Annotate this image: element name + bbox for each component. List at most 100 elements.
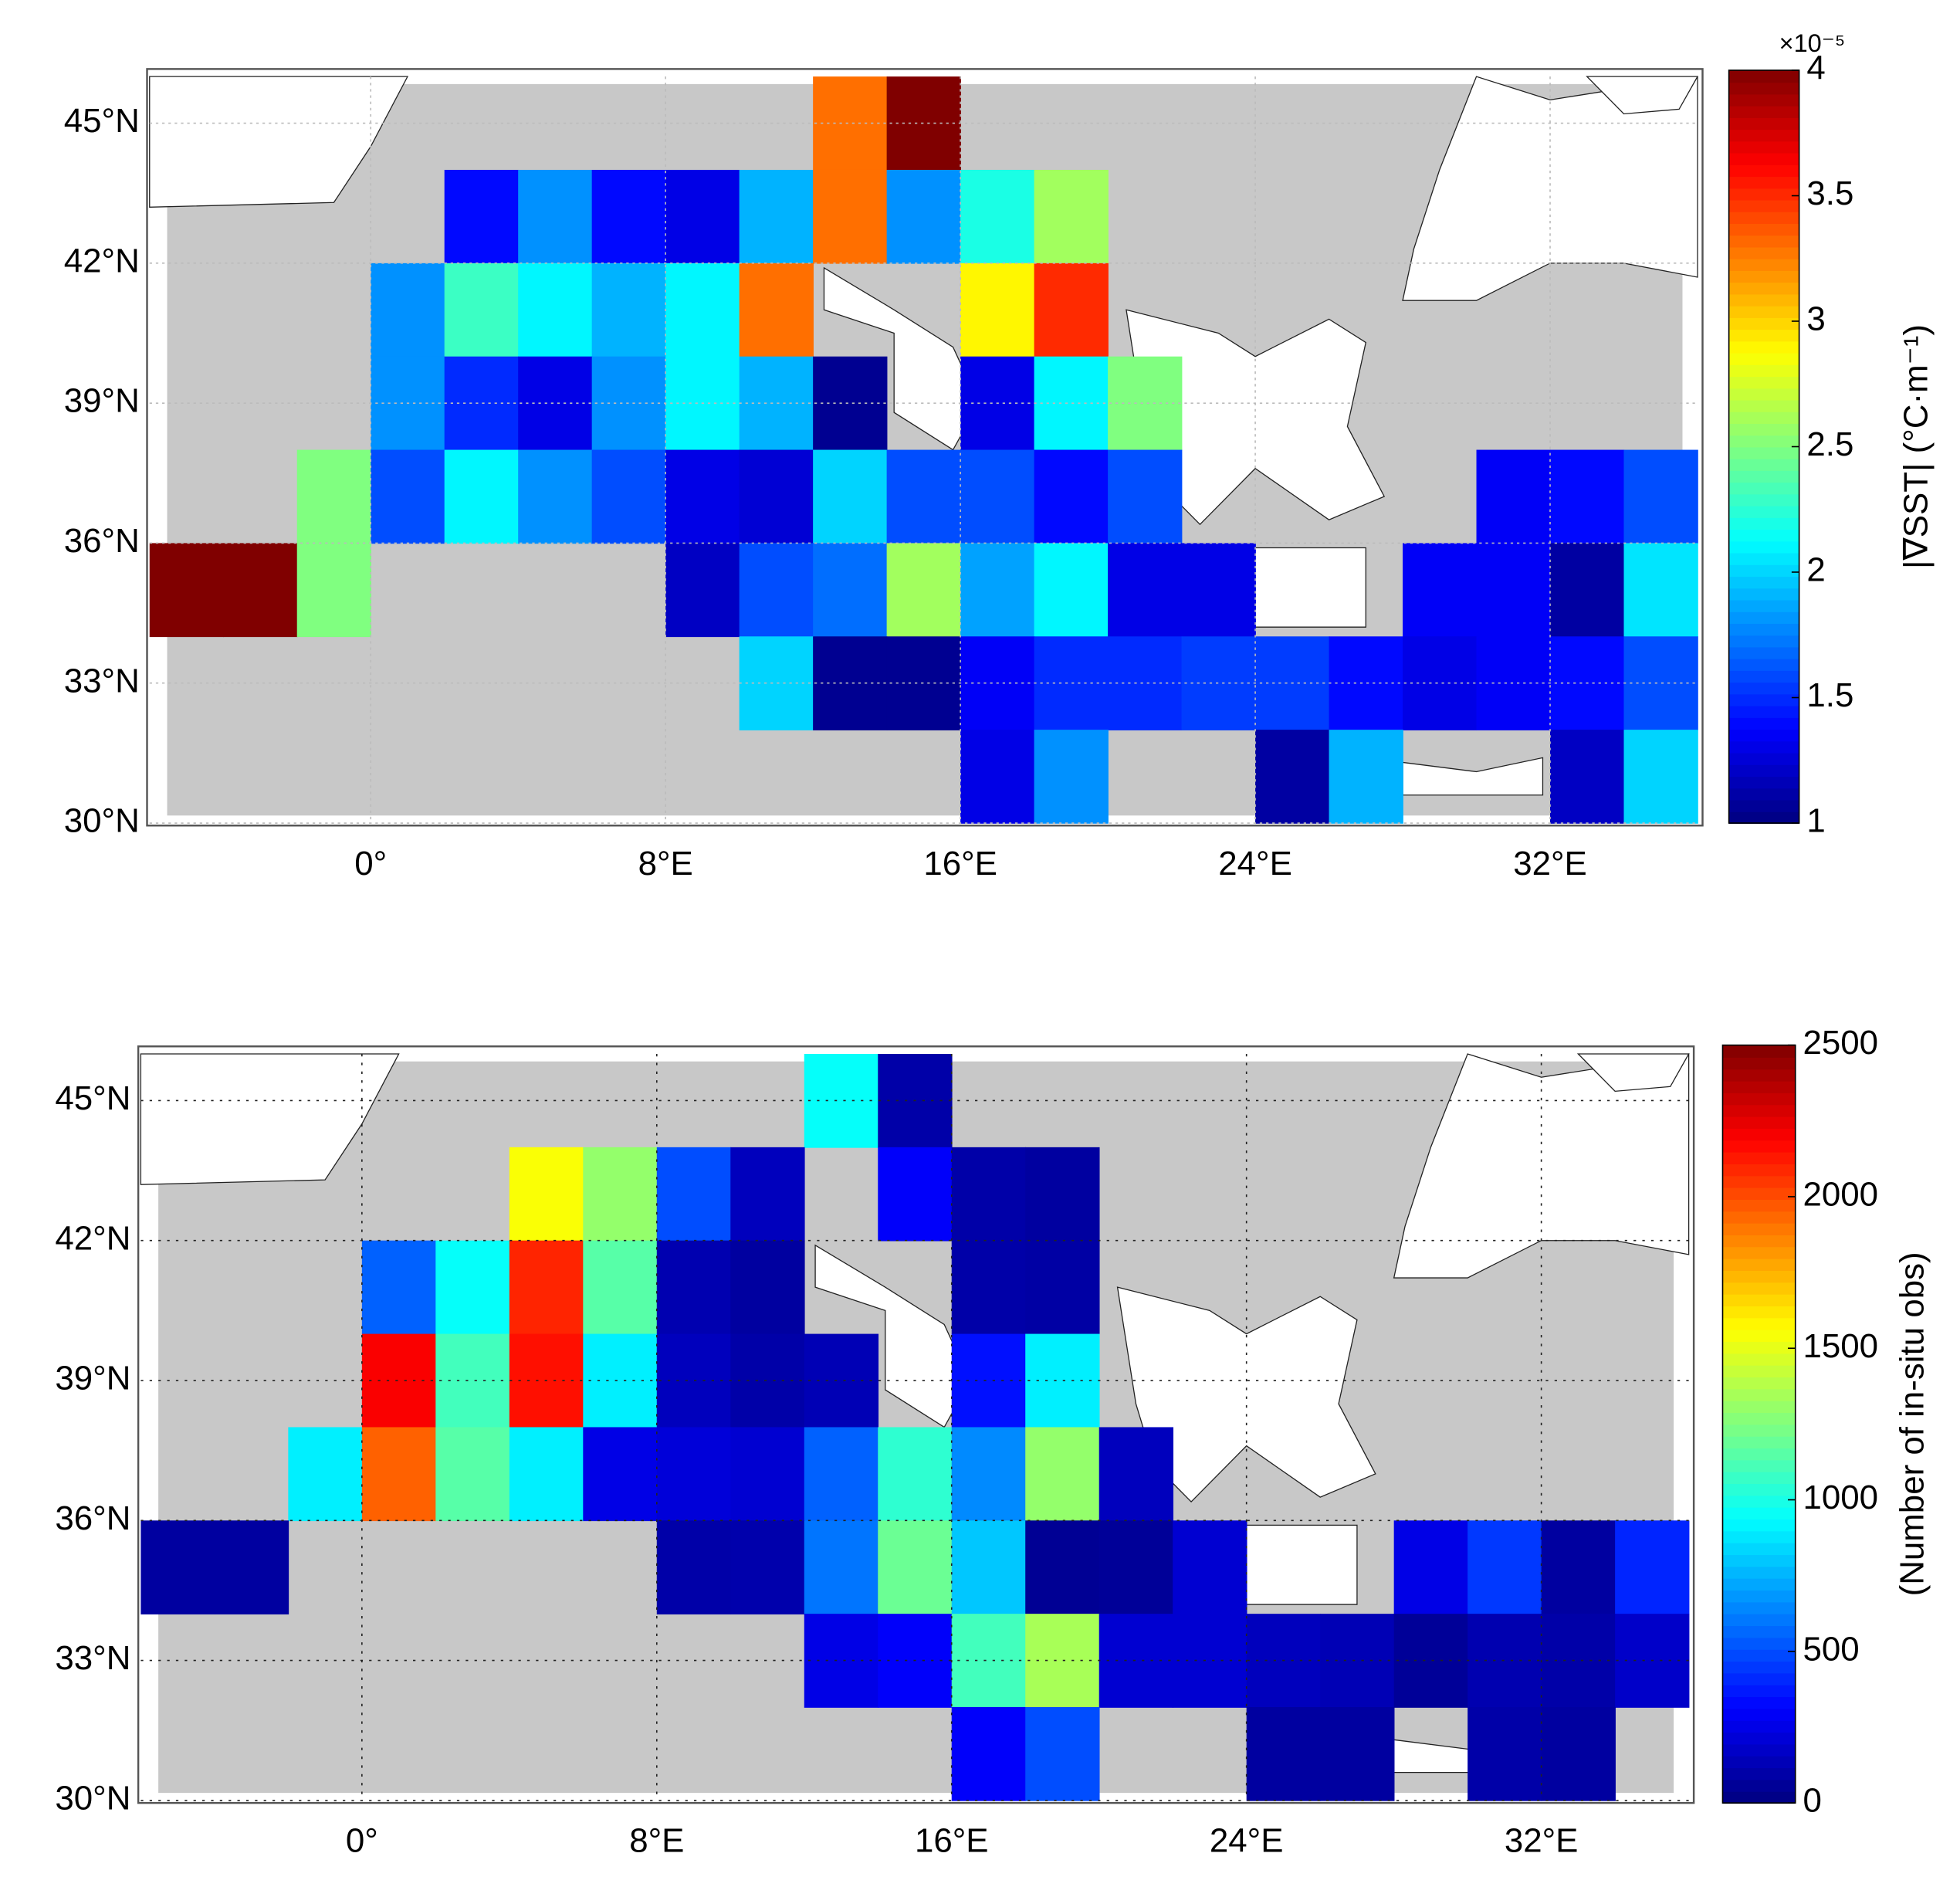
grid-cell bbox=[656, 1520, 732, 1614]
grid-cell bbox=[444, 449, 520, 544]
grid-cell bbox=[1108, 636, 1183, 730]
grid-cell bbox=[583, 1427, 658, 1522]
grid-cell bbox=[739, 169, 814, 264]
grid-cell bbox=[813, 356, 888, 451]
land bbox=[140, 1053, 400, 1185]
colorbar-segment bbox=[1728, 729, 1799, 742]
grid-cell bbox=[813, 636, 888, 730]
grid-cell bbox=[591, 169, 666, 264]
grid-cell bbox=[1541, 1520, 1616, 1614]
x-tick-label: 32°E bbox=[1505, 1822, 1579, 1860]
colorbar-segment bbox=[1728, 776, 1799, 789]
colorbar-segment bbox=[1728, 269, 1799, 283]
colorbar-segment bbox=[1722, 1341, 1796, 1354]
colorbar-segment bbox=[1722, 1743, 1796, 1757]
grid-cell bbox=[739, 356, 814, 451]
grid-cell bbox=[665, 449, 740, 544]
colorbar-segment bbox=[1728, 599, 1799, 612]
grid-cell bbox=[665, 263, 740, 357]
colorbar-segment bbox=[1728, 788, 1799, 801]
grid-cell bbox=[1025, 1240, 1100, 1335]
grid-cell bbox=[140, 1520, 215, 1614]
grid-cell bbox=[951, 1707, 1027, 1801]
colorbar-segment bbox=[1728, 682, 1799, 695]
colorbar-segment bbox=[1722, 1424, 1796, 1437]
grid-cell bbox=[886, 636, 961, 730]
grid-cell bbox=[1550, 730, 1625, 824]
grid-cell bbox=[1393, 1614, 1468, 1708]
grid-cell bbox=[960, 169, 1035, 264]
colorbar-segment bbox=[1722, 1566, 1796, 1579]
grid-cell bbox=[1623, 543, 1698, 638]
grid-cell bbox=[878, 1520, 953, 1614]
grid-cell bbox=[1173, 1520, 1247, 1614]
grid-cell bbox=[444, 169, 520, 264]
grid-cell bbox=[1025, 1520, 1100, 1614]
colorbar-segment bbox=[1722, 1530, 1796, 1543]
grid-cell bbox=[591, 263, 666, 357]
colorbar-segment bbox=[1728, 517, 1799, 530]
colorbar-segment bbox=[1722, 1719, 1796, 1733]
colorbar-segment bbox=[1728, 764, 1799, 777]
colorbar-tick-label: 2.5 bbox=[1806, 425, 1853, 463]
map-panel: 0° 8°E 16°E 24°E 32°E 30°N 33°N 36°N 39°N 42°N 45°… bbox=[64, 29, 1935, 883]
colorbar-tick-label: 3.5 bbox=[1806, 174, 1853, 212]
grid-cell bbox=[361, 1333, 437, 1428]
colorbar-segment bbox=[1722, 1577, 1796, 1591]
y-tick-label: 30°N bbox=[55, 1779, 130, 1817]
grid-cell bbox=[1025, 1427, 1100, 1522]
colorbar-segment bbox=[1728, 211, 1799, 225]
colorbar-segment bbox=[1722, 1198, 1796, 1212]
y-tick-label: 39°N bbox=[55, 1360, 130, 1397]
grid-cell bbox=[583, 1333, 658, 1428]
colorbar-segment bbox=[1728, 564, 1799, 578]
colorbar-segment bbox=[1722, 1519, 1796, 1532]
colorbar-segment bbox=[1728, 552, 1799, 565]
colorbar-segment bbox=[1728, 141, 1799, 154]
grid-cell bbox=[804, 1614, 879, 1708]
grid-cell bbox=[435, 1240, 510, 1335]
grid-cell bbox=[960, 263, 1035, 357]
colorbar-segment bbox=[1728, 717, 1799, 730]
colorbar-segment bbox=[1728, 446, 1799, 459]
colorbar-tick-label: 2000 bbox=[1803, 1176, 1879, 1214]
colorbar-tick-label: 1 bbox=[1806, 802, 1825, 840]
x-tick-label: 16°E bbox=[915, 1822, 989, 1860]
colorbar-segment bbox=[1728, 540, 1799, 554]
grid-cell bbox=[813, 169, 888, 264]
grid-cell bbox=[665, 543, 740, 638]
x-tick-label: 24°E bbox=[1218, 845, 1292, 883]
colorbar-segment bbox=[1728, 611, 1799, 624]
colorbar-segment bbox=[1722, 1435, 1796, 1449]
colorbar-segment bbox=[1728, 258, 1799, 271]
grid-cell bbox=[1034, 169, 1109, 264]
grid-cell bbox=[730, 1520, 805, 1614]
colorbar-segment bbox=[1722, 1127, 1796, 1141]
grid-cell bbox=[288, 1427, 363, 1522]
grid-cell bbox=[1255, 730, 1330, 824]
grid-cell bbox=[296, 543, 372, 638]
colorbar-segment bbox=[1722, 1377, 1796, 1390]
colorbar-segment bbox=[1722, 1471, 1796, 1485]
grid-cell bbox=[1108, 356, 1183, 451]
colorbar-segment bbox=[1728, 70, 1799, 83]
colorbar-segment bbox=[1722, 1140, 1796, 1153]
y-tick-label: 36°N bbox=[64, 522, 140, 560]
grid-cell bbox=[960, 543, 1035, 638]
grid-cell bbox=[1181, 636, 1256, 730]
colorbar-segment bbox=[1722, 1400, 1796, 1414]
colorbar-segment bbox=[1722, 1590, 1796, 1603]
grid-cell bbox=[509, 1147, 584, 1242]
colorbar-segment bbox=[1728, 469, 1799, 483]
colorbar-segment bbox=[1722, 1069, 1796, 1082]
colorbar-segment bbox=[1722, 1625, 1796, 1638]
grid-cell bbox=[656, 1240, 732, 1335]
grid-cell bbox=[1467, 1614, 1542, 1708]
colorbar-segment bbox=[1728, 364, 1799, 378]
grid-cell bbox=[583, 1147, 658, 1242]
colorbar-segment bbox=[1728, 411, 1799, 425]
colorbar-segment bbox=[1728, 705, 1799, 718]
grid-cell bbox=[1476, 449, 1551, 544]
colorbar-segment bbox=[1722, 1779, 1796, 1792]
